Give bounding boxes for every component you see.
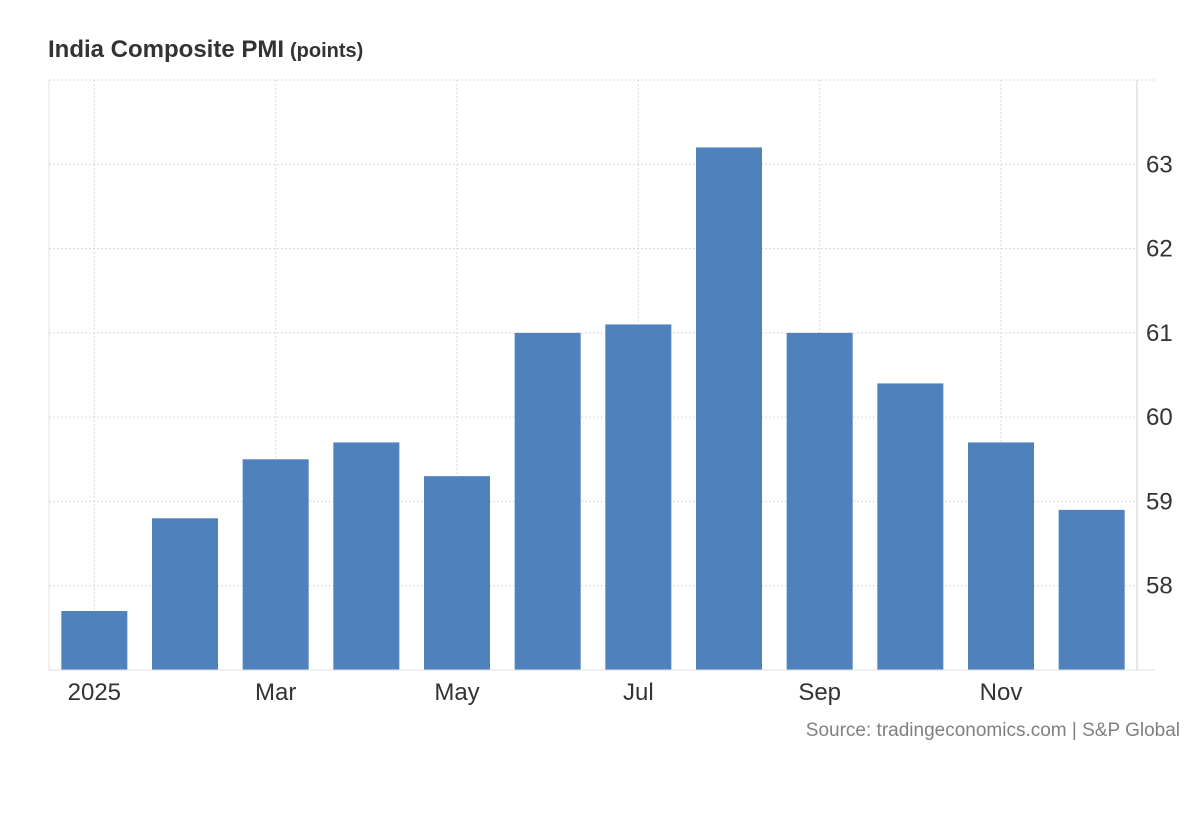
bar — [786, 332, 853, 670]
bar — [152, 518, 218, 670]
x-tick-label: Sep — [798, 679, 841, 706]
chart-title-text: India Composite PMI — [48, 36, 285, 63]
x-tick-label: May — [434, 679, 479, 706]
x-tick-label: Nov — [980, 679, 1023, 706]
y-tick-label: 60 — [1146, 404, 1173, 431]
y-tick-label: 59 — [1146, 488, 1173, 515]
x-tick-label: 2025 — [68, 679, 121, 706]
chart-unit: (points) — [290, 40, 364, 62]
y-tick-label: 58 — [1146, 573, 1173, 600]
bar — [968, 442, 1034, 670]
y-tick-label: 63 — [1146, 151, 1173, 178]
grid-lines — [49, 79, 1155, 670]
bar — [61, 611, 128, 670]
chart-title: India Composite PMI (points) — [48, 36, 363, 64]
bar — [424, 476, 490, 670]
bar — [605, 324, 672, 670]
y-axis-labels: 58 59 60 61 62 63 — [1146, 151, 1173, 599]
x-axis-labels: 2025 Mar May Jul Sep Nov — [68, 679, 1023, 706]
x-tick-label: Jul — [623, 679, 654, 706]
x-tick-label: Mar — [255, 679, 296, 706]
bar — [242, 459, 309, 670]
bar — [877, 383, 944, 670]
bar — [333, 442, 400, 670]
y-tick-label: 61 — [1146, 320, 1173, 347]
y-tick-label: 62 — [1146, 236, 1173, 263]
bars — [61, 147, 1125, 670]
source-credit: Source: tradingeconomics.com | S&P Globa… — [805, 720, 1180, 741]
bar — [514, 332, 581, 670]
bar — [1058, 509, 1125, 670]
bar — [696, 147, 762, 670]
axes — [48, 80, 1155, 671]
